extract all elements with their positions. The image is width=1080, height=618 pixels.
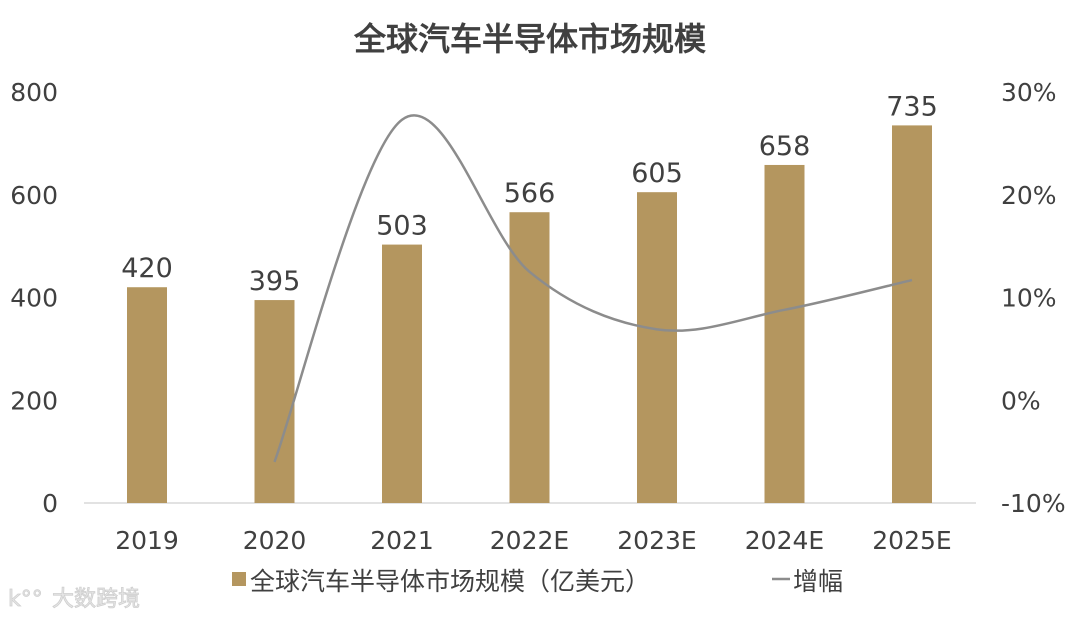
- x-tick: 2023E: [617, 526, 696, 555]
- bar: [127, 287, 167, 503]
- y-right-tick: 10%: [1001, 284, 1057, 313]
- y-right-tick: 20%: [1001, 181, 1057, 210]
- x-tick: 2021: [370, 526, 434, 555]
- watermark-text: 大数跨境: [52, 587, 140, 612]
- right-axis: -10% 0% 10% 20% 30%: [1001, 78, 1066, 518]
- x-tick: 2025E: [872, 526, 951, 555]
- legend-bar-marker: [232, 572, 246, 586]
- data-label: 395: [249, 266, 301, 297]
- x-axis-ticks: 2019 2020 2021 2022E 2023E 2024E 2025E: [115, 526, 952, 555]
- data-label: 658: [759, 131, 811, 162]
- bar: [254, 300, 295, 503]
- y-right-tick: -10%: [1001, 489, 1066, 518]
- x-tick: 2024E: [745, 526, 824, 555]
- legend-bar-label: 全球汽车半导体市场规模（亿美元）: [250, 567, 650, 596]
- legend: 全球汽车半导体市场规模（亿美元） 增幅: [232, 567, 843, 596]
- x-tick: 2022E: [490, 526, 569, 555]
- y-left-tick: 800: [10, 78, 58, 107]
- data-label: 605: [631, 158, 683, 189]
- y-left-tick: 400: [10, 284, 58, 313]
- y-left-tick: 200: [10, 386, 58, 415]
- growth-line: [273, 114, 913, 463]
- bar: [764, 164, 805, 503]
- legend-line-label: 增幅: [793, 567, 843, 596]
- watermark-logo: k°°: [8, 587, 43, 612]
- watermark: k°° 大数跨境: [8, 587, 141, 613]
- bar: [509, 212, 550, 503]
- x-tick: 2020: [243, 526, 307, 555]
- chart-title: 全球汽车半导体市场规模: [353, 20, 706, 58]
- bar: [382, 244, 422, 504]
- y-right-tick: 30%: [1001, 78, 1057, 107]
- y-left-tick: 600: [10, 181, 58, 210]
- data-labels: 420 395 503 566 605 658 735: [121, 91, 938, 297]
- bar: [892, 125, 932, 504]
- data-label: 503: [376, 211, 428, 242]
- data-label: 735: [886, 91, 938, 122]
- left-axis: 0 200 400 600 800: [10, 78, 58, 518]
- data-label: 420: [121, 253, 173, 284]
- x-tick: 2019: [115, 526, 179, 555]
- bar: [637, 192, 677, 503]
- y-right-tick: 0%: [1001, 386, 1041, 415]
- data-label: 566: [504, 178, 556, 209]
- y-left-tick: 0: [42, 489, 58, 518]
- bars: [127, 125, 932, 504]
